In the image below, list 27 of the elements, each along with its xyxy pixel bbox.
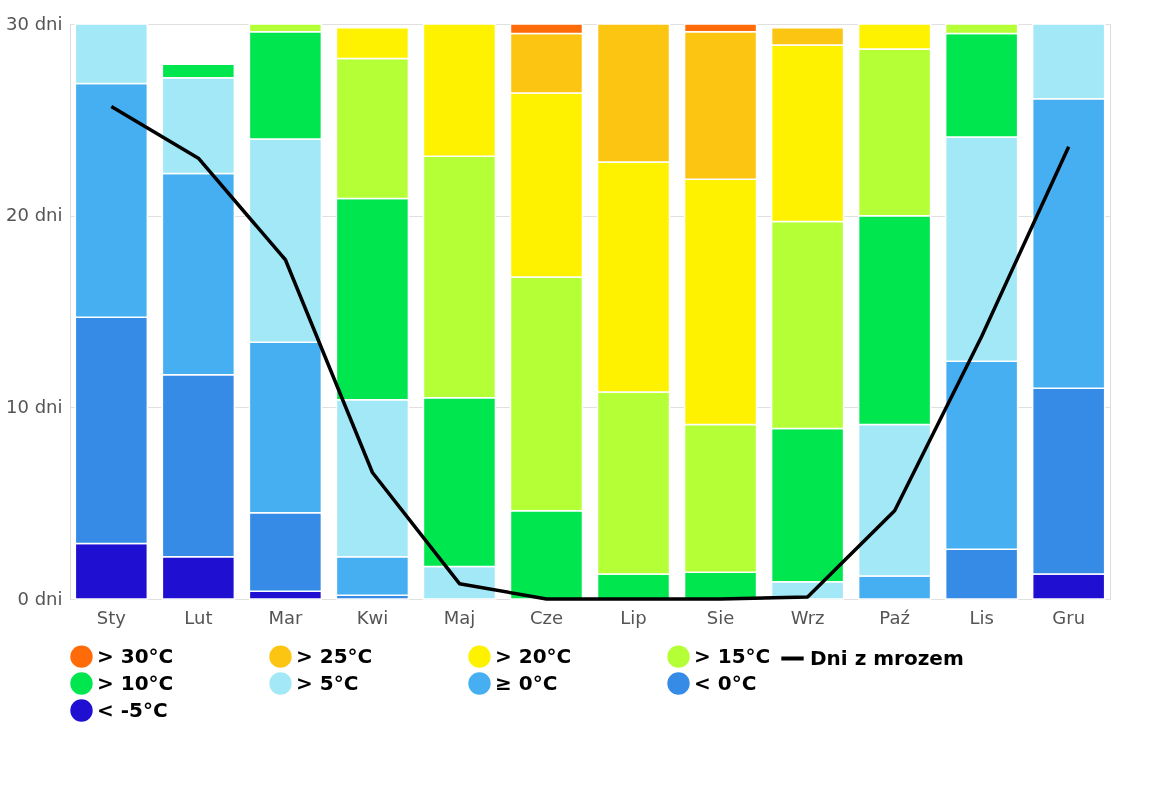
- y-tick-label: 20 dni: [6, 204, 63, 226]
- legend-label: Dni z mrozem: [810, 645, 964, 670]
- x-tick-label: Sty: [96, 606, 127, 628]
- x-tick-label: Kwi: [356, 606, 389, 628]
- x-tick-label: Cze: [529, 606, 564, 628]
- legend-label: < -5°C: [97, 697, 168, 722]
- x-tick-label: Maj: [443, 606, 476, 628]
- legend-label: > 20°C: [495, 643, 572, 668]
- x-tick-label: Wrz: [790, 606, 825, 628]
- legend-label: > 10°C: [97, 670, 174, 695]
- x-tick-label: Lut: [184, 606, 213, 628]
- x-tick-label: Gru: [1052, 606, 1086, 628]
- x-tick-label: Sie: [706, 606, 735, 628]
- legend-label: ≥ 0°C: [495, 670, 558, 695]
- legend-label: > 25°C: [296, 643, 373, 668]
- x-tick-label: Lip: [620, 606, 647, 628]
- legend-label: > 5°C: [296, 670, 359, 695]
- x-tick-label: Mar: [268, 606, 303, 628]
- y-tick-label: 30 dni: [6, 12, 63, 34]
- legend-label: < 0°C: [694, 670, 757, 695]
- x-tick-label: Lis: [969, 606, 994, 628]
- x-tick-label: Paź: [879, 606, 910, 628]
- legend-label: > 30°C: [97, 643, 174, 668]
- y-tick-label: 0 dni: [17, 587, 63, 609]
- y-tick-label: 10 dni: [6, 395, 63, 417]
- line-series: [109, 104, 1071, 601]
- legend-label: > 15°C: [694, 643, 771, 668]
